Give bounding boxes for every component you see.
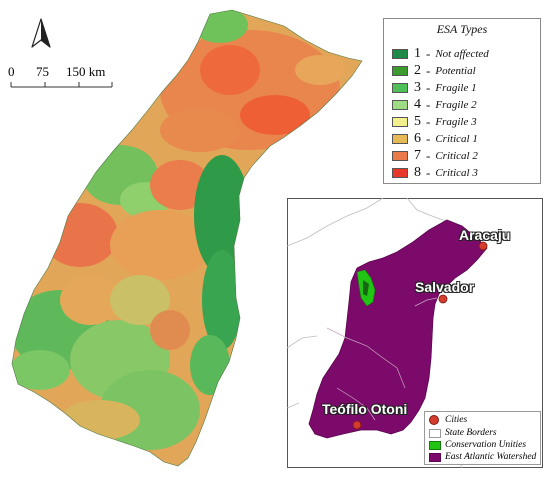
legend-swatch xyxy=(392,48,408,59)
legend-code: 1 xyxy=(414,45,421,61)
legend-label: Critical 2 xyxy=(435,149,478,162)
inset-legend-item: Cities xyxy=(429,414,467,426)
scale-bar xyxy=(10,82,113,88)
legend-label: Fragile 3 xyxy=(435,115,477,128)
legend-code: 2 xyxy=(414,62,421,78)
city-marker-salvador xyxy=(438,294,448,304)
scale-labels: 0 75 150 km xyxy=(8,64,128,94)
east-atlantic-watershed xyxy=(308,219,488,439)
legend-swatch xyxy=(392,82,408,93)
scale-tick-150: 150 km xyxy=(66,64,106,79)
legend-swatch xyxy=(392,65,408,76)
legend-swatch xyxy=(392,167,408,178)
inset-legend-item: East Atlantic Watershed xyxy=(429,451,536,463)
inset-legend-item: State Borders xyxy=(429,427,497,439)
esa-legend: ESA Types 1- Not affected 2- Potential 3… xyxy=(383,18,541,184)
legend-item: 8- Critical 3 xyxy=(392,165,478,180)
legend-code: 3 xyxy=(414,79,421,95)
legend-label: Potential xyxy=(435,64,476,77)
legend-item: 2- Potential xyxy=(392,63,476,78)
city-icon xyxy=(429,415,439,425)
legend-label: Critical 1 xyxy=(435,132,478,145)
legend-swatch xyxy=(392,99,408,110)
inset-legend-item: Conservation Unities xyxy=(429,439,526,451)
inset-legend-label: Conservation Unities xyxy=(445,440,527,450)
legend-label: Critical 3 xyxy=(435,166,478,179)
city-label-teofilo-otoni: Teófilo Otoni xyxy=(322,401,408,417)
legend-label: Fragile 2 xyxy=(435,98,477,111)
legend-swatch xyxy=(392,150,408,161)
north-arrow-icon xyxy=(31,18,51,48)
legend-code: 4 xyxy=(414,96,421,112)
legend-item: 6- Critical 1 xyxy=(392,131,478,146)
legend-title: ESA Types xyxy=(436,22,488,36)
city-marker-teofilo-otoni xyxy=(352,420,362,430)
legend-code: 8 xyxy=(414,164,421,180)
legend-label: Not affected xyxy=(435,47,489,60)
legend-code: 5 xyxy=(414,113,421,129)
inset-legend-label: State Borders xyxy=(445,428,497,438)
legend-item: 1- Not affected xyxy=(392,46,489,61)
inset-legend-label: Cities xyxy=(445,415,468,425)
scale-tick-0: 0 xyxy=(8,64,15,79)
conservation-swatch xyxy=(429,440,441,450)
scale-tick-75: 75 xyxy=(36,64,49,79)
legend-code: 7 xyxy=(414,147,421,163)
watershed-swatch xyxy=(429,452,441,462)
city-marker-aracaju xyxy=(478,241,488,251)
legend-item: 5- Fragile 3 xyxy=(392,114,477,129)
inset-legend: Cities State Borders Conservation Unitie… xyxy=(424,411,541,465)
legend-swatch xyxy=(392,133,408,144)
city-label-aracaju: Aracaju xyxy=(459,227,511,243)
inset-legend-label: East Atlantic Watershed xyxy=(445,452,537,462)
legend-item: 4- Fragile 2 xyxy=(392,97,477,112)
city-label-salvador: Salvador xyxy=(415,279,475,295)
legend-code: 6 xyxy=(414,130,421,146)
legend-item: 7- Critical 2 xyxy=(392,148,478,163)
state-border-swatch xyxy=(429,428,441,438)
legend-swatch xyxy=(392,116,408,127)
legend-label: Fragile 1 xyxy=(435,81,477,94)
legend-item: 3- Fragile 1 xyxy=(392,80,477,95)
